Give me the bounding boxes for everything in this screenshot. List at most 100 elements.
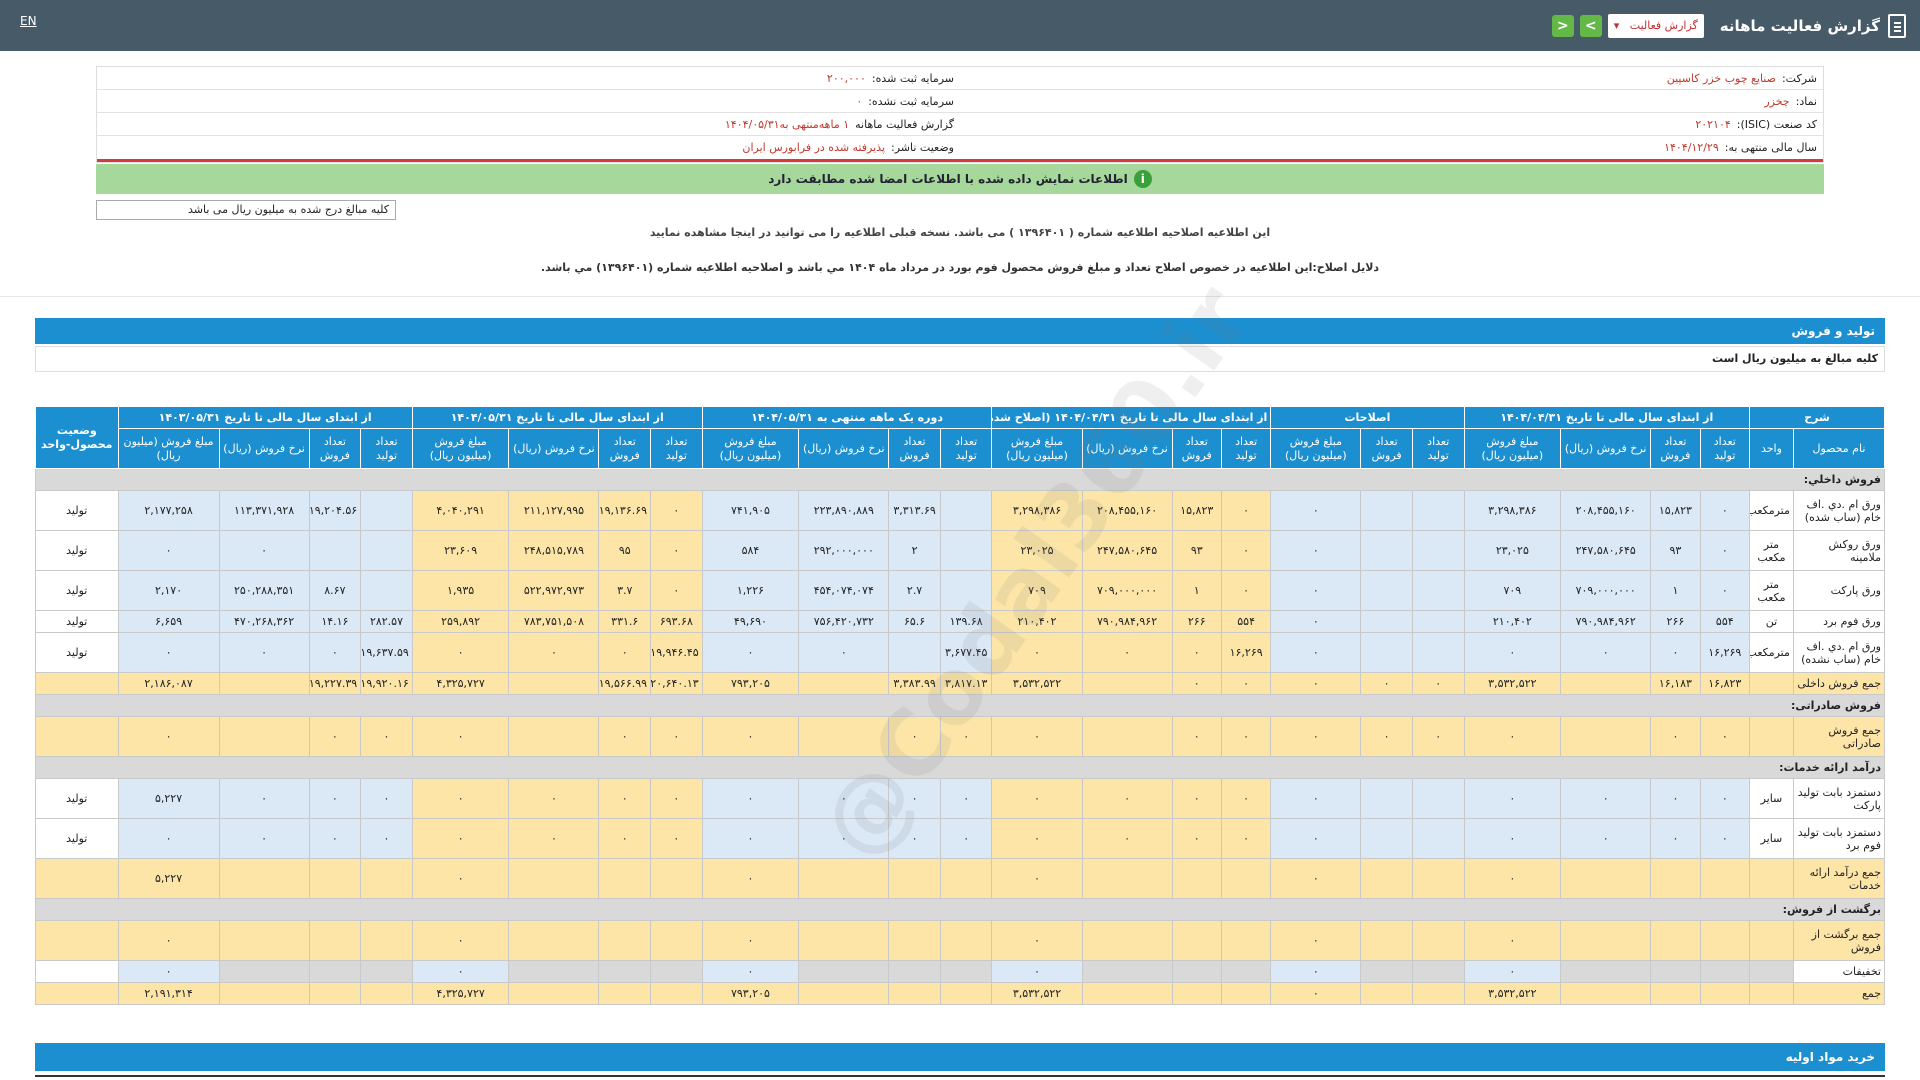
company-label: شرکت: xyxy=(1781,71,1817,85)
table-cell: ۲۸۲.۵۷ xyxy=(360,610,413,633)
report-period-label: گزارش فعالیت ماهانه xyxy=(855,117,954,131)
table-cell: ۲۵۰,۲۸۸,۳۵۱ xyxy=(218,570,310,611)
table-cell xyxy=(1360,858,1413,899)
table-cell: ۱۴.۱۶ xyxy=(308,610,362,633)
table-cell xyxy=(218,960,310,983)
table-cell: ۷۴۱,۹۰۵ xyxy=(701,490,800,531)
product-status: تولید xyxy=(35,530,119,571)
table-cell: ۰ xyxy=(1220,778,1272,819)
capital-value: ۲۰۰,۰۰۰ xyxy=(826,71,866,85)
chevron-down-icon: ▾ xyxy=(1613,19,1620,32)
column-header: نرخ فروش (ریال) xyxy=(798,428,890,469)
table-cell: ۰ xyxy=(1270,920,1362,961)
column-header: تعداد تولید xyxy=(360,428,413,469)
divider xyxy=(35,1075,1885,1080)
table-cell xyxy=(888,858,941,899)
column-header: تعداد فروش xyxy=(1650,428,1701,469)
next-arrow-button[interactable]: > xyxy=(1579,14,1602,37)
table-cell xyxy=(1081,716,1173,757)
table-cell: ۰ xyxy=(991,920,1083,961)
publisher-status-label: وضعیت ناشر: xyxy=(891,141,954,154)
table-cell: ۳,۳۱۳.۶۹ xyxy=(888,490,941,531)
table-cell xyxy=(1081,982,1173,1005)
table-cell xyxy=(939,960,993,983)
table-cell: ۰ xyxy=(650,778,703,819)
table-cell: ۱۹,۱۳۶.۶۹ xyxy=(598,490,652,531)
table-cell: ۰ xyxy=(1560,778,1652,819)
table-cell: ۲۲۳,۸۹۰,۸۸۹ xyxy=(798,490,890,531)
table-cell: ۸.۶۷ xyxy=(308,570,362,611)
product-status xyxy=(35,672,119,695)
table-cell xyxy=(1560,982,1652,1005)
table-cell: ۳,۵۳۲,۵۲۲ xyxy=(991,672,1083,695)
table-cell: ۰ xyxy=(1220,716,1272,757)
table-cell xyxy=(1081,920,1173,961)
table-cell: ۰ xyxy=(1171,778,1222,819)
table-cell: ۲۱۰,۴۰۲ xyxy=(991,610,1083,633)
table-cell xyxy=(1560,960,1652,983)
table-cell: ۰ xyxy=(218,818,310,859)
table-cell: ۰ xyxy=(991,632,1083,673)
table-cell: ۲۴۸,۵۱۵,۷۸۹ xyxy=(508,530,600,571)
table-cell: ۱۹,۹۲۰.۱۶ xyxy=(360,672,413,695)
group-header: دوره یک ماهه منتهی به ۱۴۰۴/۰۵/۳۱ xyxy=(701,406,993,429)
table-row: تخفیفات ۰ ۰ ۰ ۰ ۰ ۰ xyxy=(35,960,1886,983)
table-row: ورق روکش ملامینه متر مکعب ۰ ۹۳ ۲۴۷,۵۸۰,۶۴۵ ۲۳… xyxy=(35,530,1886,571)
unit-select[interactable]: کلیه مبالغ درج شده به میلیون ریال می باش… xyxy=(96,200,396,220)
column-header: مبلغ فروش (میلیون ریال) xyxy=(991,428,1083,469)
prev-arrow-button[interactable]: < xyxy=(1551,14,1574,37)
language-switch-link[interactable]: EN xyxy=(20,14,37,28)
table-cell xyxy=(308,982,362,1005)
table-cell xyxy=(598,960,652,983)
table-cell xyxy=(1650,920,1701,961)
table-cell: ۰ xyxy=(798,778,890,819)
table-cell xyxy=(798,920,890,961)
table-cell: ۰ xyxy=(939,716,993,757)
column-header: مبلغ فروش (میلیون ریال) xyxy=(1463,428,1562,469)
table-cell xyxy=(360,920,413,961)
table-cell: ۰ xyxy=(1220,818,1272,859)
table-cell: ۵۸۴ xyxy=(701,530,800,571)
table-cell: ۰ xyxy=(411,778,510,819)
production-sales-table: شرح از ابتدای سال مالی تا تاریخ ۱۴۰۴/۰۴/… xyxy=(35,406,1886,1005)
table-cell xyxy=(1560,858,1652,899)
table-cell: ۰ xyxy=(598,632,652,673)
table-cell: ۰ xyxy=(939,778,993,819)
table-cell: ۰ xyxy=(650,570,703,611)
table-cell xyxy=(798,858,890,899)
table-cell xyxy=(1411,920,1465,961)
table-cell xyxy=(1560,920,1652,961)
column-header: مبلغ فروش (میلیون ریال) xyxy=(411,428,510,469)
table-cell: ۲۱۰,۴۰۲ xyxy=(1463,610,1562,633)
symbol-value: چخزر xyxy=(1764,94,1790,108)
table-cell: ۰ xyxy=(1463,960,1562,983)
category-row: برگشت از فروش: xyxy=(35,898,1885,921)
product-name: جمع فروش داخلی xyxy=(1792,672,1886,695)
category-label: فروش داخلي: xyxy=(35,468,1885,491)
table-cell: ۰ xyxy=(218,632,310,673)
table-cell xyxy=(650,858,703,899)
product-name: ورق روکش ملامینه xyxy=(1792,530,1886,571)
table-cell: ۰ xyxy=(650,818,703,859)
table-cell: ۰ xyxy=(939,818,993,859)
table-cell: ۰ xyxy=(1081,818,1173,859)
table-cell: ۰ xyxy=(1270,490,1362,531)
table-cell: ۱۹,۵۶۶.۹۹ xyxy=(598,672,652,695)
table-cell xyxy=(1360,982,1413,1005)
table-cell: ۱۹,۶۳۷.۵۹ xyxy=(360,632,413,673)
fiscal-year-label: سال مالی منتهی به: xyxy=(1724,141,1817,154)
amendment-notice[interactable]: این اطلاعیه اصلاحیه اطلاعیه شماره ( ۱۳۹۶… xyxy=(649,226,1271,239)
company-info-panel: شرکت: صنایع چوب خزر کاسپین سرمایه ثبت شده… xyxy=(96,66,1824,163)
verification-banner: i اطلاعات نمایش داده شده با اطلاعات امضا … xyxy=(96,164,1824,194)
group-header: از ابتدای سال مالی تا تاریخ ۱۴۰۴/۰۵/۳۱ xyxy=(411,406,703,429)
table-row: دستمزد بابت تولید فوم برد سایر ۰ ۰ ۰ ۰ ۰ ۰ ۰ ۰ ۰ ۰ ۰… xyxy=(35,818,1886,859)
table-cell: ۴۵۴,۰۷۴,۰۷۴ xyxy=(798,570,890,611)
table-cell: ۰ xyxy=(888,778,941,819)
table-cell: ۳,۳۸۳.۹۹ xyxy=(888,672,941,695)
report-type-select[interactable]: گزارش فعالیت ▾ xyxy=(1607,13,1704,38)
table-cell xyxy=(360,570,413,611)
divider xyxy=(97,159,1823,162)
table-cell xyxy=(1650,960,1701,983)
table-cell: ۰ xyxy=(701,632,800,673)
table-cell: ۹۳ xyxy=(1650,530,1701,571)
